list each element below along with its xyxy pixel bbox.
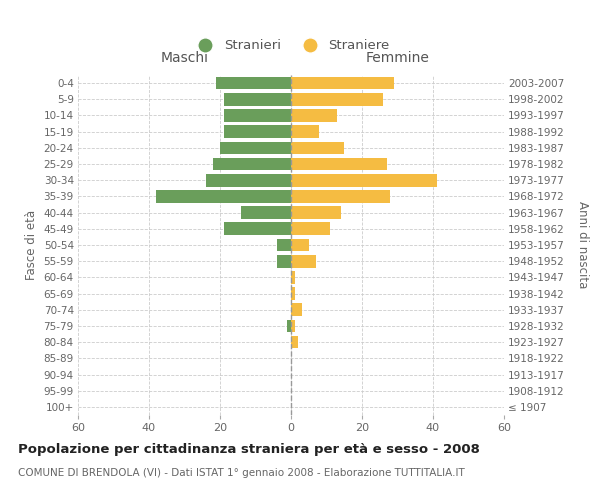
Text: Popolazione per cittadinanza straniera per età e sesso - 2008: Popolazione per cittadinanza straniera p… xyxy=(18,442,480,456)
Bar xyxy=(291,93,383,106)
Bar xyxy=(217,77,291,90)
Bar xyxy=(291,109,337,122)
Bar xyxy=(291,126,319,138)
Text: COMUNE DI BRENDOLA (VI) - Dati ISTAT 1° gennaio 2008 - Elaborazione TUTTITALIA.I: COMUNE DI BRENDOLA (VI) - Dati ISTAT 1° … xyxy=(18,468,465,477)
Bar xyxy=(213,158,291,170)
Bar xyxy=(224,109,291,122)
Bar xyxy=(291,222,330,235)
Bar xyxy=(291,271,295,283)
Bar xyxy=(291,336,298,348)
Bar xyxy=(224,93,291,106)
Text: Maschi: Maschi xyxy=(161,51,209,65)
Bar xyxy=(291,190,391,202)
Bar xyxy=(291,288,295,300)
Bar xyxy=(291,77,394,90)
Bar xyxy=(277,238,291,252)
Y-axis label: Anni di nascita: Anni di nascita xyxy=(576,202,589,288)
Text: Femmine: Femmine xyxy=(365,51,430,65)
Bar xyxy=(291,255,316,268)
Bar xyxy=(291,320,295,332)
Bar xyxy=(156,190,291,202)
Y-axis label: Fasce di età: Fasce di età xyxy=(25,210,38,280)
Legend: Stranieri, Straniere: Stranieri, Straniere xyxy=(187,34,395,58)
Bar xyxy=(291,158,387,170)
Bar xyxy=(224,222,291,235)
Bar xyxy=(287,320,291,332)
Bar xyxy=(291,142,344,154)
Bar xyxy=(291,206,341,219)
Bar xyxy=(291,304,302,316)
Bar xyxy=(277,255,291,268)
Bar xyxy=(206,174,291,186)
Bar xyxy=(291,238,309,252)
Bar xyxy=(291,174,437,186)
Bar xyxy=(224,126,291,138)
Bar xyxy=(241,206,291,219)
Bar xyxy=(220,142,291,154)
